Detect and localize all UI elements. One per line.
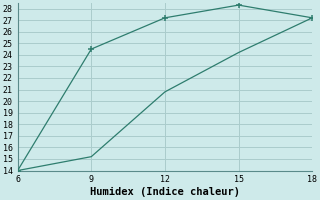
X-axis label: Humidex (Indice chaleur): Humidex (Indice chaleur) (90, 187, 240, 197)
